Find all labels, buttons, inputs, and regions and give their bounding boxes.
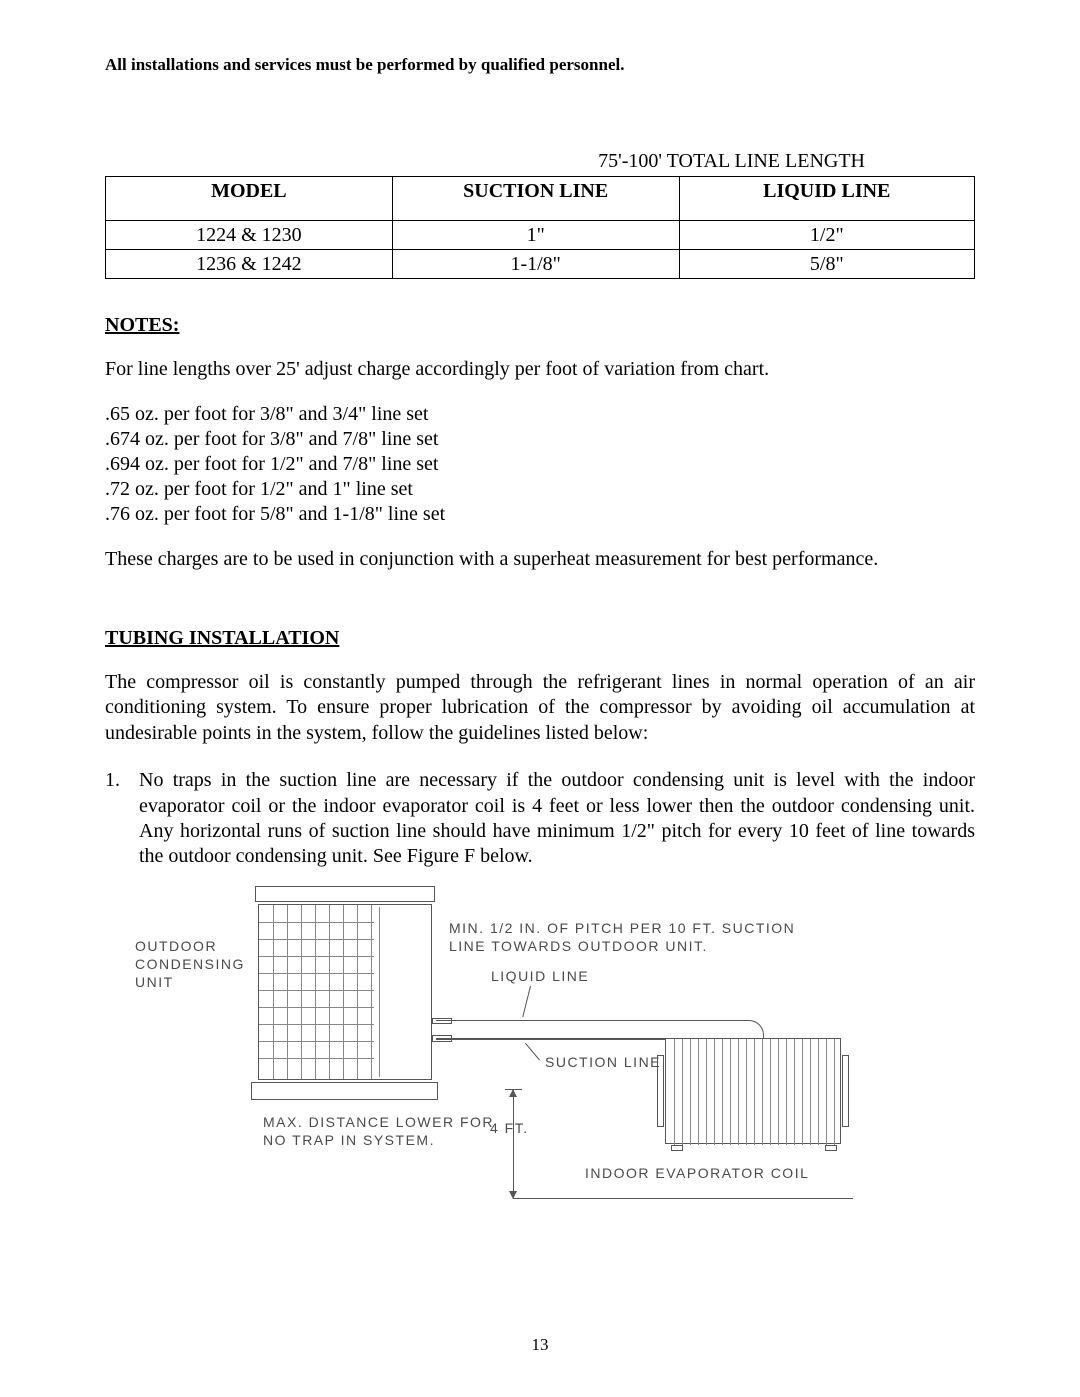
cell-liquid: 5/8" <box>679 250 974 279</box>
label-maxdist-2: NO TRAP IN SYSTEM. <box>263 1132 435 1150</box>
condensing-unit-top <box>255 886 435 902</box>
evap-foot-left <box>671 1145 683 1151</box>
page-number: 13 <box>0 1335 1080 1355</box>
label-evaporator: INDOOR EVAPORATOR COIL <box>585 1165 809 1183</box>
charge-line: .65 oz. per foot for 3/8" and 3/4" line … <box>105 402 975 427</box>
table-caption: 75'-100' TOTAL LINE LENGTH <box>105 150 865 173</box>
liquid-pointer <box>522 986 531 1017</box>
label-outdoor-1: OUTDOOR <box>135 938 217 956</box>
liquid-stub <box>432 1018 452 1024</box>
header-disclaimer: All installations and services must be p… <box>105 55 975 75</box>
cell-liquid: 1/2" <box>679 221 974 250</box>
evap-header-right <box>842 1055 849 1127</box>
charges-list: .65 oz. per foot for 3/8" and 3/4" line … <box>105 402 975 527</box>
tubing-heading: TUBING INSTALLATION <box>105 627 975 650</box>
charge-line: .76 oz. per foot for 5/8" and 1-1/8" lin… <box>105 502 975 527</box>
charge-line: .694 oz. per foot for 1/2" and 7/8" line… <box>105 452 975 477</box>
condensing-unit-panel <box>379 907 429 1077</box>
label-outdoor-2: CONDENSING <box>135 956 245 974</box>
col-liquid-header: LIQUID LINE <box>679 177 974 221</box>
label-suction-line: SUCTION LINE <box>545 1054 661 1072</box>
label-pitch-1: MIN. 1/2 IN. OF PITCH PER 10 FT. SUCTION <box>449 920 795 938</box>
condensing-unit-fins <box>259 905 374 1079</box>
label-maxdist-1: MAX. DISTANCE LOWER FOR <box>263 1114 494 1132</box>
table-header-row: MODEL SUCTION LINE LIQUID LINE <box>106 177 975 221</box>
tubing-item-1: No traps in the suction line are necessa… <box>105 768 975 870</box>
label-liquid-line: LIQUID LINE <box>491 968 589 986</box>
evaporator-coil <box>665 1038 841 1144</box>
notes-outro: These charges are to be used in conjunct… <box>105 547 975 572</box>
dim-arrow-up <box>509 1089 517 1097</box>
col-suction-header: SUCTION LINE <box>392 177 679 221</box>
liquid-line <box>436 1020 746 1021</box>
tubing-list: No traps in the suction line are necessa… <box>105 768 975 870</box>
tubing-diagram: OUTDOOR CONDENSING UNIT MIN. 1/2 IN. OF … <box>135 880 885 1200</box>
cell-model: 1224 & 1230 <box>106 221 393 250</box>
dim-bottom-ext <box>513 1198 853 1199</box>
liquid-line-arc <box>744 1020 764 1035</box>
charge-line: .674 oz. per foot for 3/8" and 7/8" line… <box>105 427 975 452</box>
evap-header-left <box>657 1055 664 1127</box>
cell-suction: 1-1/8" <box>392 250 679 279</box>
label-outdoor-3: UNIT <box>135 974 174 992</box>
dim-vertical <box>513 1089 514 1199</box>
suction-pointer <box>525 1043 540 1060</box>
table-row: 1236 & 1242 1-1/8" 5/8" <box>106 250 975 279</box>
label-4ft: 4 FT. <box>490 1120 529 1138</box>
tubing-paragraph: The compressor oil is constantly pumped … <box>105 670 975 746</box>
line-size-table: MODEL SUCTION LINE LIQUID LINE 1224 & 12… <box>105 176 975 279</box>
notes-heading: NOTES: <box>105 314 975 337</box>
cell-suction: 1" <box>392 221 679 250</box>
table-row: 1224 & 1230 1" 1/2" <box>106 221 975 250</box>
label-pitch-2: LINE TOWARDS OUTDOOR UNIT. <box>449 938 708 956</box>
evap-foot-right <box>825 1145 837 1151</box>
cell-model: 1236 & 1242 <box>106 250 393 279</box>
condensing-unit-base <box>251 1082 438 1100</box>
notes-intro: For line lengths over 25' adjust charge … <box>105 357 975 382</box>
charge-line: .72 oz. per foot for 1/2" and 1" line se… <box>105 477 975 502</box>
col-model-header: MODEL <box>106 177 393 221</box>
